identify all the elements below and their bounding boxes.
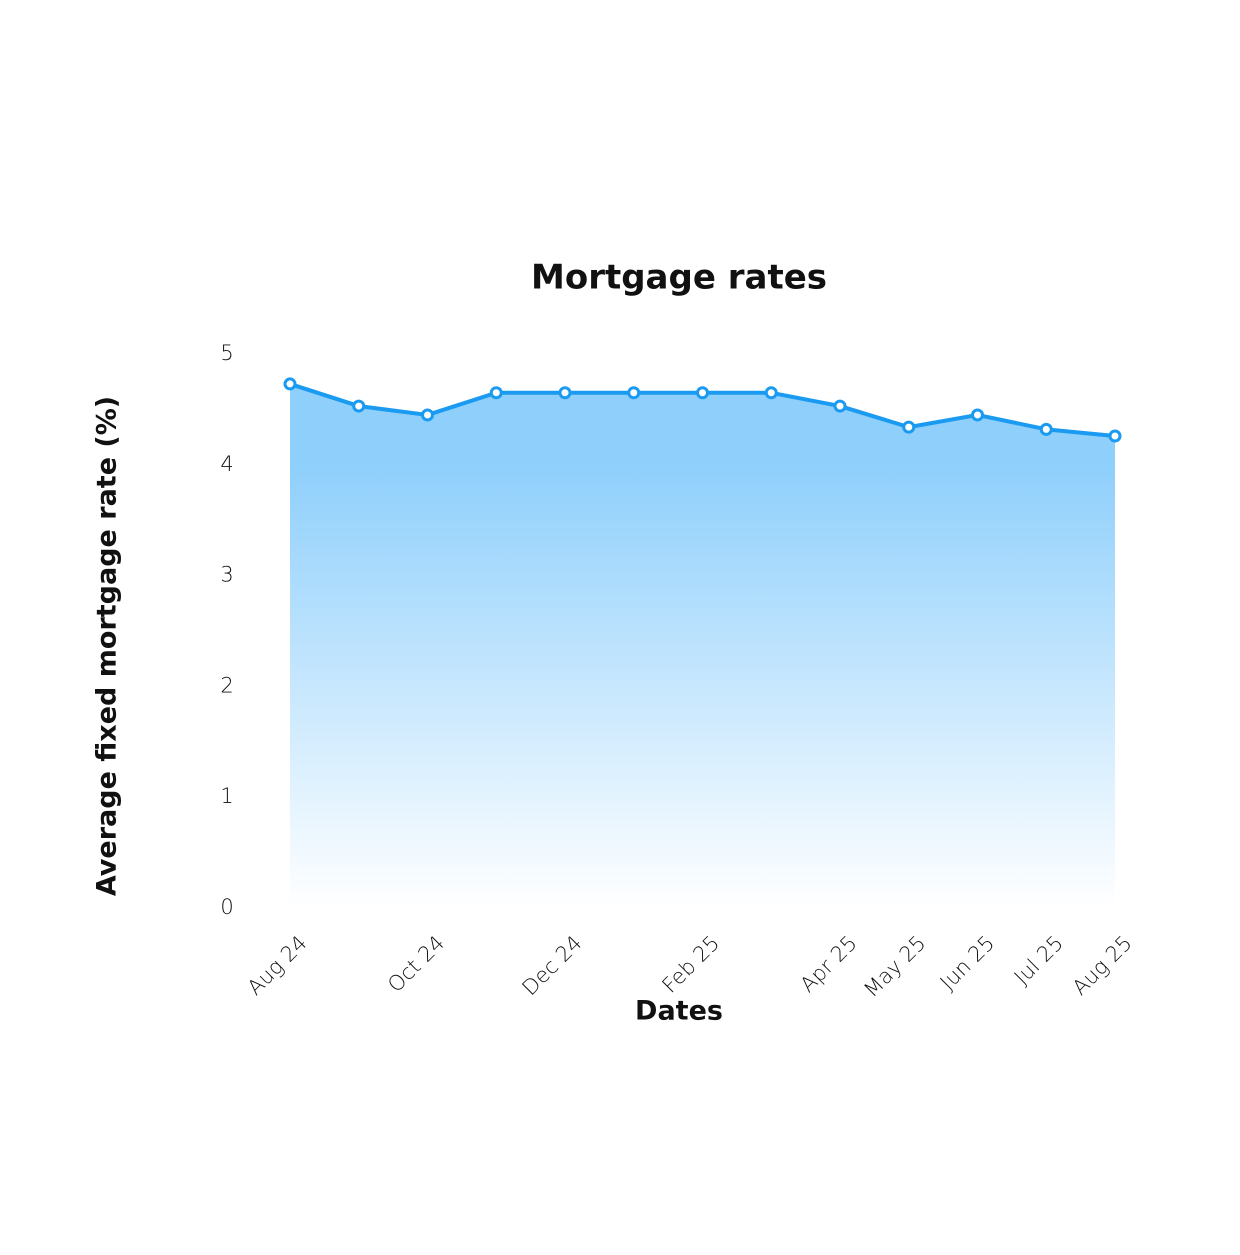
point: [421, 408, 434, 422]
x-tick-label: Feb 25: [657, 931, 724, 998]
point: [971, 408, 984, 422]
point: [1039, 422, 1053, 436]
point: [696, 386, 709, 400]
chart-title: Mortgage rates: [531, 258, 827, 298]
x-tick-label: Aug 24: [243, 931, 312, 1000]
x-tick-label: Apr 25: [795, 931, 861, 997]
point: [627, 386, 641, 400]
point: [558, 386, 572, 400]
x-tick-label: Jun 25: [935, 931, 999, 995]
y-tick-label: 3: [220, 563, 233, 587]
y-tick-label: 5: [220, 341, 233, 365]
x-tick-label: May 25: [859, 931, 930, 1002]
point: [833, 399, 847, 413]
x-tick-label: Jul 25: [1010, 931, 1069, 990]
point: [352, 399, 366, 413]
area-fill: [290, 383, 1115, 908]
x-tick-label: Aug 25: [1068, 931, 1137, 1000]
x-axis-title: Dates: [635, 996, 723, 1027]
y-tick-label: 4: [220, 452, 233, 476]
point: [1108, 429, 1122, 443]
y-tick-label: 1: [220, 784, 233, 808]
point: [489, 386, 503, 400]
x-tick-label: Dec 24: [517, 931, 586, 1000]
y-tick-label: 2: [220, 673, 233, 697]
point: [283, 377, 297, 391]
y-tick-label: 0: [220, 895, 233, 919]
point: [764, 386, 778, 400]
point: [902, 420, 916, 434]
x-tick-label: Oct 24: [383, 931, 449, 997]
y-axis-title: Average fixed mortgage rate (%): [92, 396, 123, 896]
